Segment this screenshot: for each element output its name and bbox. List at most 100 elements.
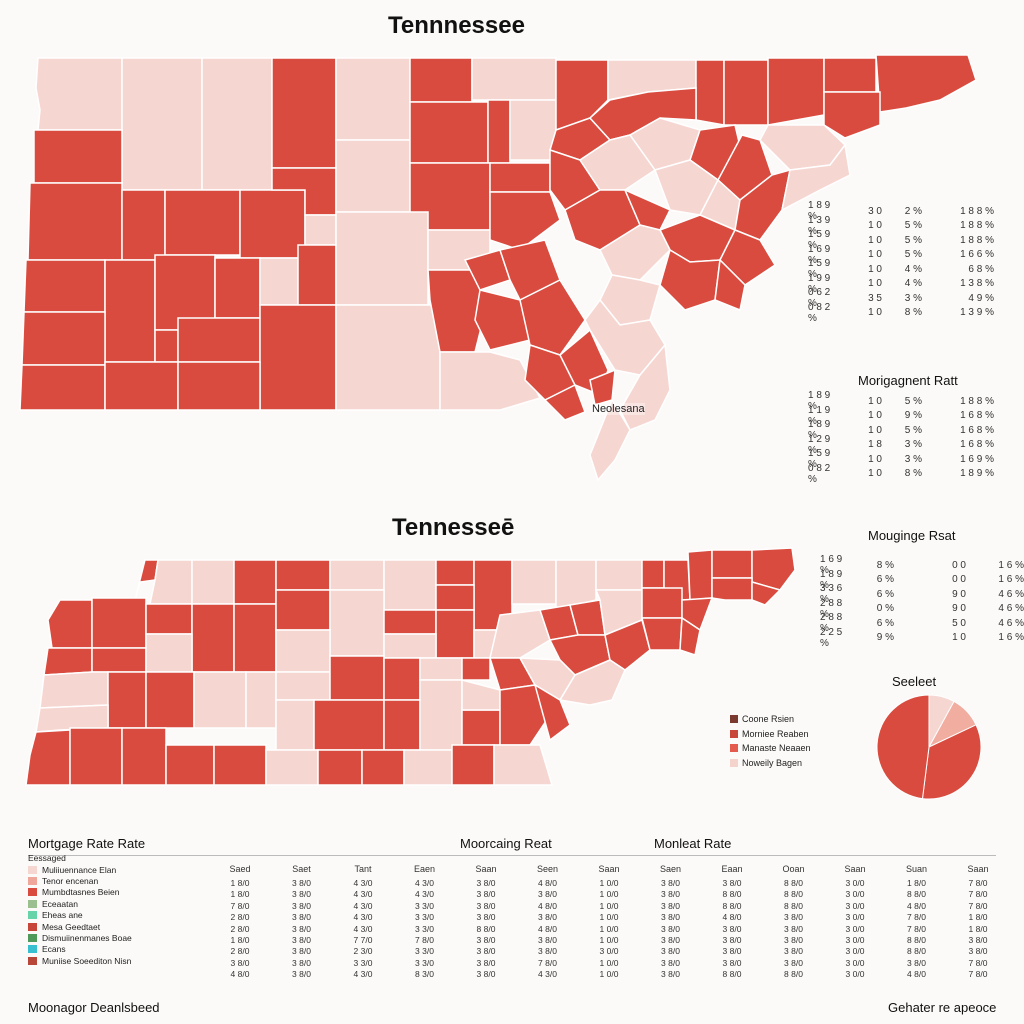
county[interactable] [489, 162, 551, 193]
county[interactable] [543, 383, 586, 421]
county[interactable] [275, 559, 331, 591]
county[interactable] [519, 279, 586, 356]
county[interactable] [493, 744, 554, 786]
county[interactable] [719, 229, 777, 286]
county[interactable] [23, 259, 106, 313]
county[interactable] [383, 699, 421, 751]
county[interactable] [19, 364, 106, 411]
county[interactable] [265, 749, 319, 786]
county[interactable] [304, 214, 337, 246]
county[interactable] [107, 671, 147, 729]
county[interactable] [641, 587, 683, 619]
county[interactable] [47, 599, 93, 649]
county[interactable] [767, 57, 825, 126]
county[interactable] [121, 189, 166, 261]
county[interactable] [35, 57, 123, 131]
county[interactable] [461, 709, 501, 746]
county[interactable] [335, 57, 411, 141]
county[interactable] [165, 744, 215, 786]
county[interactable] [91, 647, 147, 673]
county[interactable] [191, 559, 235, 605]
county[interactable] [823, 91, 881, 139]
county[interactable] [780, 143, 851, 212]
county[interactable] [383, 657, 421, 701]
county[interactable] [751, 581, 782, 606]
county[interactable] [711, 549, 753, 579]
county[interactable] [177, 317, 261, 363]
county[interactable] [383, 559, 437, 611]
county[interactable] [474, 289, 531, 351]
county[interactable] [335, 211, 429, 306]
county[interactable] [641, 559, 665, 589]
county[interactable] [233, 559, 277, 605]
county[interactable] [435, 559, 475, 586]
county[interactable] [39, 671, 109, 709]
county[interactable] [329, 655, 385, 701]
county[interactable] [134, 559, 159, 601]
county[interactable] [121, 57, 203, 191]
county[interactable] [451, 744, 495, 786]
county[interactable] [687, 549, 713, 601]
county[interactable] [104, 259, 156, 363]
county[interactable] [409, 101, 489, 164]
county[interactable] [435, 584, 475, 611]
county[interactable] [511, 559, 557, 605]
county[interactable] [419, 679, 463, 751]
county[interactable] [711, 577, 753, 601]
county[interactable] [383, 609, 437, 635]
county[interactable] [145, 633, 193, 673]
county[interactable] [361, 749, 405, 786]
county[interactable] [499, 684, 551, 746]
county[interactable] [154, 329, 179, 363]
county[interactable] [317, 749, 363, 786]
county[interactable] [233, 603, 277, 673]
county[interactable] [461, 679, 501, 711]
county[interactable] [435, 609, 475, 659]
county[interactable] [595, 559, 643, 591]
county[interactable] [313, 699, 385, 751]
county[interactable] [69, 727, 123, 786]
county[interactable] [164, 189, 241, 256]
county[interactable] [121, 727, 167, 786]
county[interactable] [27, 182, 123, 261]
county[interactable] [489, 609, 551, 659]
county[interactable] [751, 547, 796, 591]
county[interactable] [259, 304, 337, 411]
county[interactable] [21, 311, 106, 366]
county[interactable] [145, 671, 195, 729]
county[interactable] [714, 258, 746, 312]
county[interactable] [259, 257, 299, 306]
county[interactable] [439, 351, 542, 411]
county[interactable] [201, 57, 273, 191]
county[interactable] [329, 559, 385, 591]
county[interactable] [383, 633, 437, 659]
county[interactable] [193, 671, 247, 729]
county[interactable] [509, 99, 557, 161]
county[interactable] [419, 657, 463, 681]
county[interactable] [823, 57, 877, 93]
county[interactable] [275, 671, 331, 701]
county[interactable] [239, 189, 306, 259]
pie-slice[interactable] [876, 694, 930, 800]
county[interactable] [679, 616, 701, 656]
county[interactable] [875, 54, 977, 113]
county[interactable] [461, 657, 491, 681]
county[interactable] [489, 191, 561, 251]
county[interactable] [177, 361, 261, 411]
county[interactable] [104, 361, 179, 411]
county[interactable] [91, 597, 147, 649]
county[interactable] [409, 57, 473, 103]
county[interactable] [149, 559, 193, 605]
county[interactable] [297, 244, 337, 306]
county[interactable] [695, 59, 725, 126]
county[interactable] [589, 398, 631, 482]
county[interactable] [335, 304, 441, 411]
county[interactable] [43, 647, 93, 676]
pie-slice[interactable] [921, 724, 982, 800]
county[interactable] [275, 699, 315, 751]
county[interactable] [213, 744, 267, 786]
county[interactable] [275, 629, 331, 673]
county[interactable] [471, 57, 557, 101]
county[interactable] [271, 57, 337, 169]
county[interactable] [275, 589, 331, 631]
